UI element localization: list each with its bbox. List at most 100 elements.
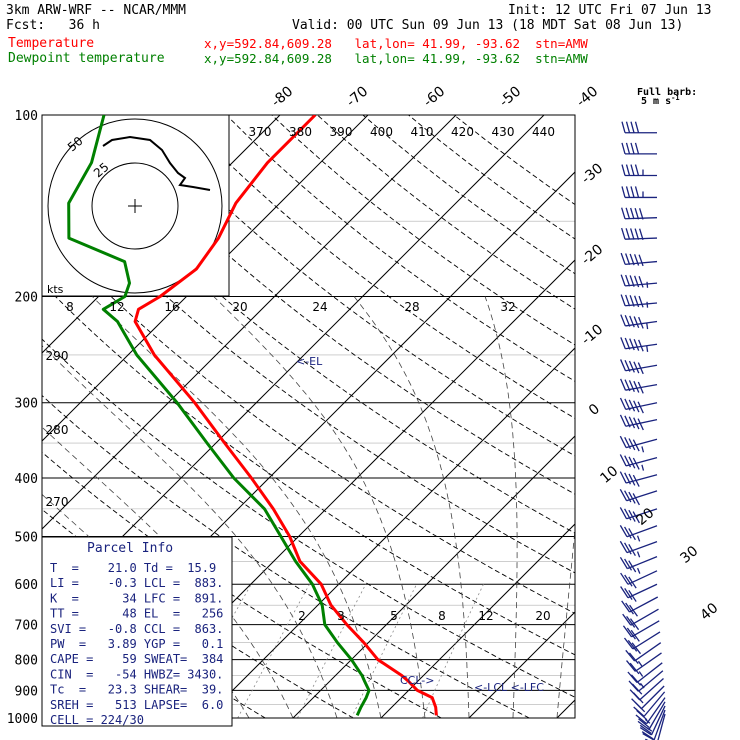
barb-feather bbox=[629, 338, 635, 351]
barb-feather bbox=[624, 359, 631, 372]
barb-half-feather bbox=[638, 671, 644, 677]
parcel-info-row: CIN = -54 HWBZ= 3430. bbox=[50, 667, 223, 681]
barb-feather bbox=[632, 439, 640, 452]
barb-feather bbox=[627, 639, 638, 652]
dry-adiabat bbox=[134, 115, 575, 457]
speed-tick-label: 12 bbox=[109, 300, 124, 314]
wind-barb bbox=[619, 556, 658, 574]
barb-feather bbox=[637, 401, 644, 414]
barb-staff bbox=[625, 282, 658, 287]
wind-barbs bbox=[619, 121, 666, 740]
barb-feather bbox=[627, 671, 638, 683]
isotherm bbox=[42, 115, 457, 530]
barb-staff bbox=[637, 670, 664, 692]
wind-barb bbox=[619, 397, 658, 414]
barb-feather bbox=[629, 618, 640, 631]
barb-feather bbox=[621, 142, 626, 155]
barb-feather bbox=[628, 576, 637, 589]
barb-feather bbox=[630, 121, 635, 133]
wind-barb bbox=[620, 337, 658, 352]
dry-adiabat bbox=[42, 282, 575, 656]
barb-feather bbox=[628, 360, 635, 373]
barb-feather bbox=[624, 490, 632, 503]
isotherm-label: -10 bbox=[579, 321, 607, 348]
barb-feather bbox=[628, 543, 636, 557]
barb-feather bbox=[630, 674, 642, 686]
barb-feather bbox=[620, 294, 626, 306]
barb-staff bbox=[626, 541, 658, 554]
temperature-legend: Temperature bbox=[8, 36, 95, 51]
barb-feather bbox=[641, 731, 654, 740]
isotherm-label: -80 bbox=[269, 83, 297, 110]
barb-staff bbox=[629, 596, 659, 613]
isotherm-label: 10 bbox=[597, 463, 621, 487]
mixing-ratio-label: 12 bbox=[478, 609, 493, 623]
barb-feather bbox=[625, 207, 631, 220]
wind-barb bbox=[633, 691, 666, 724]
barb-feather bbox=[625, 228, 631, 240]
model-title: 3km ARW-WRF -- NCAR/MMM bbox=[6, 3, 187, 18]
moist-adiabat bbox=[213, 296, 426, 719]
barb-feather bbox=[633, 316, 640, 329]
lcl-lfc-marker: <-LCL <-LFC bbox=[474, 681, 544, 694]
barb-staff bbox=[625, 438, 658, 449]
barb-staff bbox=[653, 709, 666, 740]
barb-feather bbox=[624, 379, 631, 392]
isotherm bbox=[645, 115, 740, 718]
barb-feather bbox=[630, 207, 635, 220]
barb-feather bbox=[626, 616, 636, 628]
barb-legend-value: 5 m s bbox=[641, 96, 671, 107]
barb-feather bbox=[624, 558, 633, 571]
barb-feather bbox=[622, 613, 632, 626]
parcel-info-row: CELL = 224/30 bbox=[50, 713, 144, 727]
barb-feather bbox=[625, 121, 631, 133]
barb-feather bbox=[633, 361, 640, 374]
hodograph-ring bbox=[91, 162, 179, 250]
barb-feather bbox=[624, 526, 632, 539]
barb-feather bbox=[625, 602, 635, 615]
theta-label: 440 bbox=[532, 125, 555, 139]
barb-half-feather bbox=[646, 281, 649, 288]
barb-feather bbox=[626, 627, 636, 640]
mixing-ratio-line bbox=[297, 584, 367, 719]
pressure-tick-label: 700 bbox=[15, 619, 38, 634]
barb-feather bbox=[630, 228, 635, 240]
barb-feather bbox=[629, 662, 640, 675]
barb-feather bbox=[621, 227, 626, 240]
speed-tick-label: 8 bbox=[66, 300, 74, 314]
isotherm bbox=[380, 523, 575, 719]
barb-feather bbox=[638, 276, 644, 288]
barb-half-feather bbox=[636, 535, 641, 542]
barb-feather bbox=[629, 315, 635, 328]
barb-feather bbox=[634, 121, 640, 133]
wind-barb bbox=[621, 227, 658, 241]
mixing-ratio-line bbox=[422, 584, 484, 719]
barb-feather bbox=[624, 415, 631, 428]
ccl-marker: CCL-> bbox=[400, 674, 434, 687]
isotherm-label: 20 bbox=[633, 505, 657, 529]
barb-feather bbox=[619, 435, 627, 448]
barb-staff bbox=[631, 620, 660, 638]
wind-barb bbox=[631, 685, 665, 713]
wind-barb bbox=[620, 570, 658, 589]
wind-barb bbox=[635, 697, 666, 732]
barb-staff bbox=[626, 490, 658, 502]
barb-feather bbox=[621, 600, 631, 613]
barb-staff bbox=[625, 474, 658, 484]
barb-feather bbox=[633, 400, 640, 413]
barb-feather bbox=[634, 207, 640, 220]
barb-feather bbox=[619, 471, 627, 484]
barb-staff bbox=[626, 508, 658, 520]
wind-barb bbox=[621, 596, 659, 617]
mixing-ratio-label: 2 bbox=[298, 609, 306, 623]
barb-feather bbox=[637, 381, 644, 394]
isotherm-label: 40 bbox=[697, 600, 721, 624]
barb-feather bbox=[620, 586, 629, 599]
barb-feather bbox=[624, 437, 632, 450]
barb-feather bbox=[625, 186, 631, 198]
barb-feather bbox=[634, 228, 640, 240]
barb-half-feather bbox=[646, 323, 649, 330]
wind-barb bbox=[620, 274, 658, 288]
theta-label: 400 bbox=[370, 125, 393, 139]
mixing-ratio-line bbox=[237, 584, 310, 719]
